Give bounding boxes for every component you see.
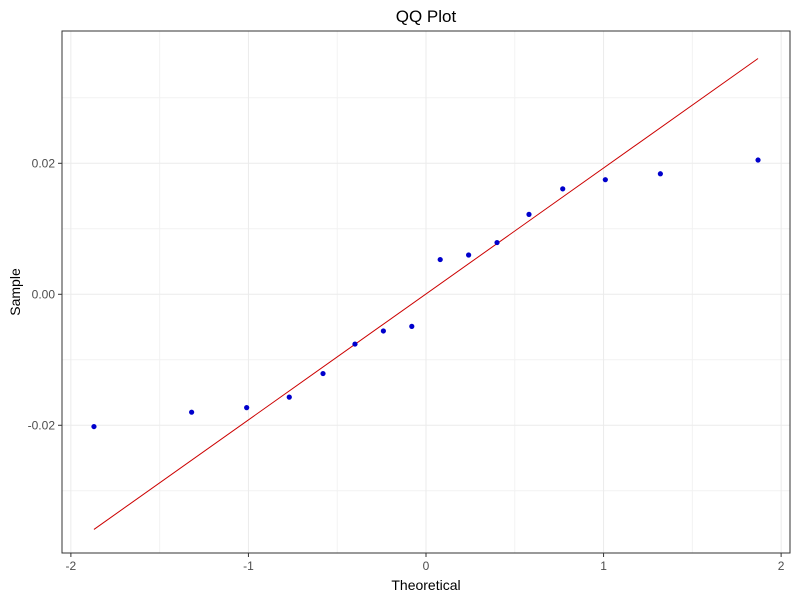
qq-reference-line bbox=[93, 58, 759, 530]
sample-point bbox=[409, 323, 415, 329]
x-tick-label: 1 bbox=[600, 559, 607, 573]
x-axis-title: Theoretical bbox=[391, 577, 460, 593]
sample-point bbox=[437, 256, 443, 263]
sample-point bbox=[189, 409, 195, 415]
axis-ticks: -2 -1 0 1 2 -0.02 0.00 0.02 bbox=[28, 156, 785, 573]
x-tick-label: -2 bbox=[66, 559, 77, 573]
sample-point bbox=[244, 404, 250, 411]
sample-point bbox=[494, 239, 500, 246]
x-tick-label: 0 bbox=[423, 559, 430, 573]
grid-lines bbox=[62, 31, 790, 553]
y-tick-label: -0.02 bbox=[28, 418, 56, 432]
sample-point bbox=[657, 171, 663, 177]
sample-point bbox=[560, 186, 566, 192]
sample-point bbox=[466, 252, 472, 258]
sample-points-layer bbox=[91, 157, 761, 430]
sample-point bbox=[380, 328, 386, 334]
y-tick-label: 0.00 bbox=[32, 287, 56, 301]
sample-point bbox=[91, 423, 97, 430]
x-tick-label: 2 bbox=[778, 559, 785, 573]
sample-point bbox=[602, 177, 608, 183]
y-axis-title: Sample bbox=[7, 268, 23, 316]
sample-point bbox=[526, 211, 532, 217]
sample-point bbox=[755, 157, 761, 163]
sample-point bbox=[320, 370, 326, 377]
sample-point bbox=[352, 341, 358, 347]
reference-line-layer bbox=[93, 58, 759, 530]
x-tick-label: -1 bbox=[243, 559, 254, 573]
y-tick-label: 0.02 bbox=[32, 156, 56, 170]
chart-title: QQ Plot bbox=[396, 7, 457, 26]
sample-point bbox=[286, 394, 292, 400]
